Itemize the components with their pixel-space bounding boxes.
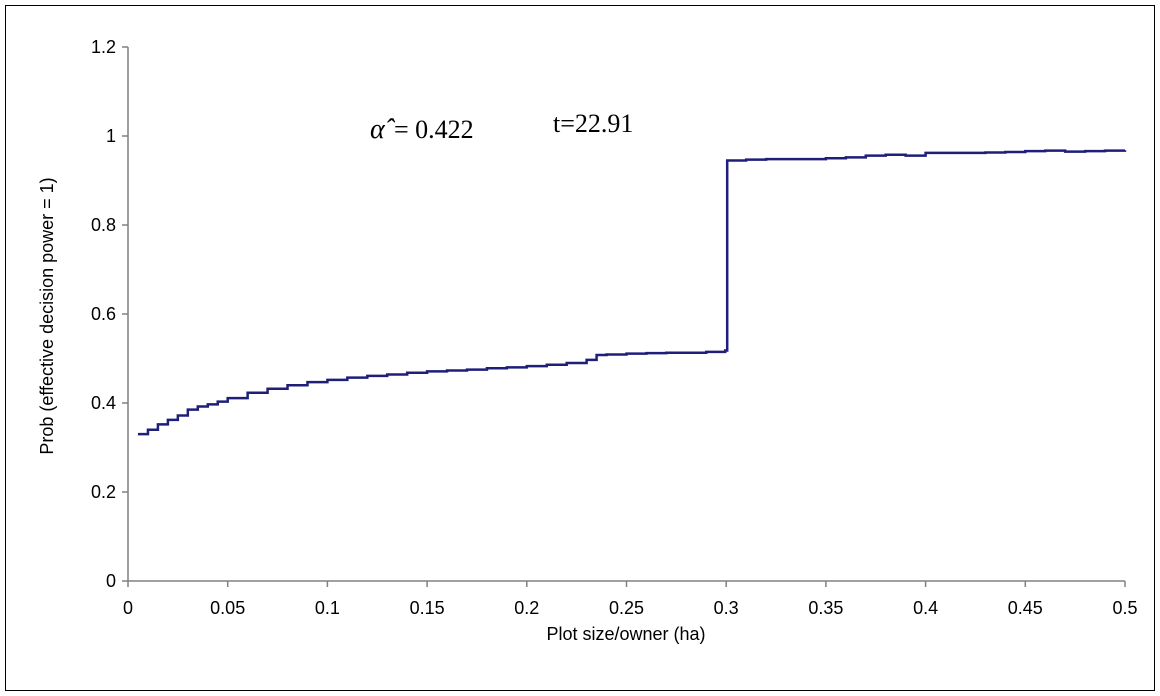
y-tick-label: 0.4 — [91, 393, 116, 413]
alpha-value-annotation: = 0.422 — [394, 115, 474, 144]
line-chart: 0 0.2 0.4 0.6 0.8 1 1.2 0 0.05 0.1 0.15 0.2 0.25 0.3… — [37, 37, 1138, 644]
alpha-hat-symbol: α̂ — [370, 114, 396, 145]
x-tick-label: 0.05 — [210, 598, 245, 618]
y-axis-ticks: 0 0.2 0.4 0.6 0.8 1 1.2 — [91, 37, 128, 591]
x-tick-label: 0.35 — [808, 598, 843, 618]
y-tick-label: 0.8 — [91, 215, 116, 235]
series-layer — [137, 149, 1127, 436]
y-tick-label: 0.2 — [91, 482, 116, 502]
y-tick-label: 0.6 — [91, 304, 116, 324]
x-tick-label: 0.2 — [514, 598, 539, 618]
y-axis-title: Prob (effective decision power = 1) — [37, 177, 57, 454]
x-tick-label: 0.1 — [315, 598, 340, 618]
x-tick-label: 0.45 — [1008, 598, 1043, 618]
t-stat-annotation: t=22.91 — [553, 109, 633, 138]
y-tick-label: 1 — [106, 126, 116, 146]
x-tick-label: 0.3 — [714, 598, 739, 618]
x-tick-label: 0 — [123, 598, 133, 618]
x-axis-title: Plot size/owner (ha) — [546, 624, 705, 644]
y-tick-label: 1.2 — [91, 37, 116, 57]
chart-frame: 0 0.2 0.4 0.6 0.8 1 1.2 0 0.05 0.1 0.15 0.2 0.25 0.3… — [5, 5, 1155, 691]
x-tick-label: 0.15 — [410, 598, 445, 618]
series-line-0 — [137, 149, 1127, 436]
y-tick-label: 0 — [106, 571, 116, 591]
x-tick-label: 0.4 — [913, 598, 938, 618]
x-axis-ticks: 0 0.05 0.1 0.15 0.2 0.25 0.3 0.35 0.4 0.45 0.5 — [123, 581, 1138, 618]
x-tick-label: 0.25 — [609, 598, 644, 618]
x-tick-label: 0.5 — [1112, 598, 1137, 618]
